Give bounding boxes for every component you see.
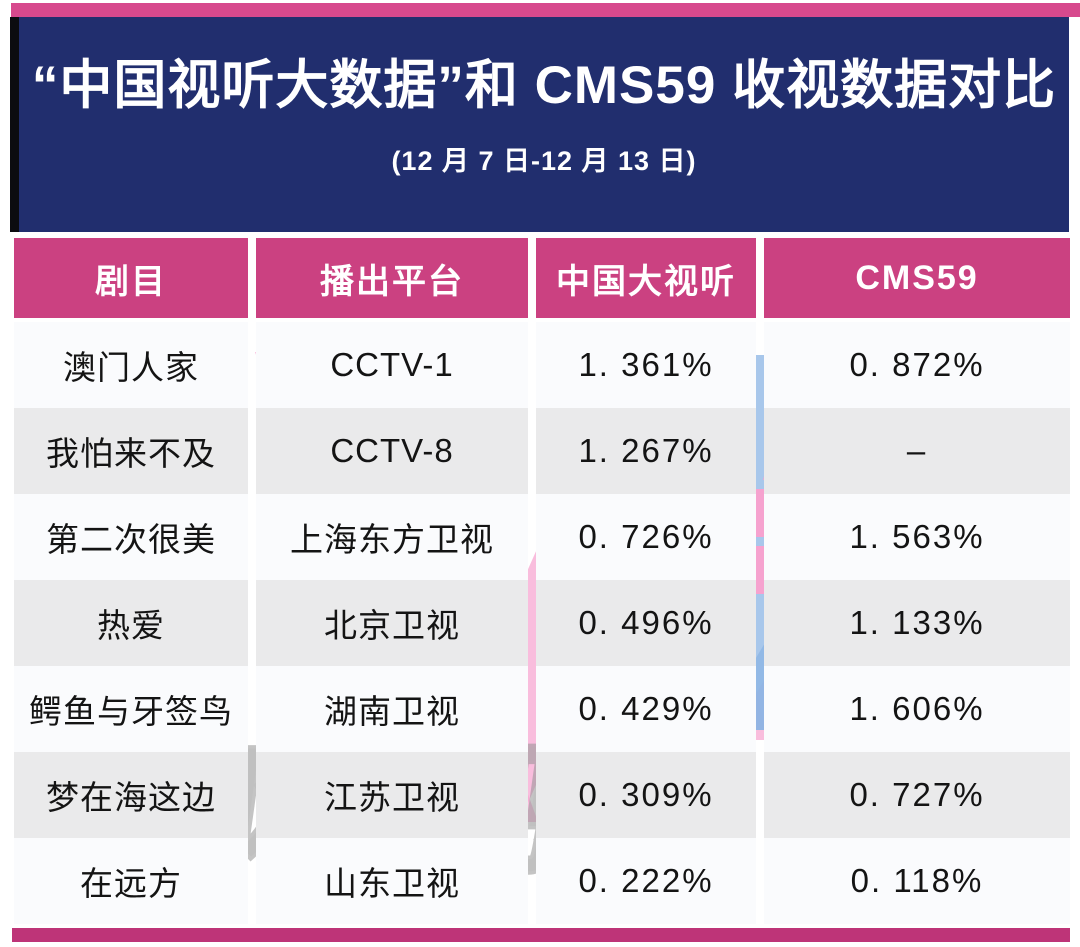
cell-cms59: 1. 606%	[764, 666, 1070, 752]
title-banner: “中国视听大数据”和 CMS59 收视数据对比 (12 月 7 日-12 月 1…	[10, 17, 1069, 232]
cell-cms59: 0. 727%	[764, 752, 1070, 838]
cell-platform: 北京卫视	[256, 580, 528, 666]
cell-cms59: –	[764, 408, 1070, 494]
cell-drama: 梦在海这边	[14, 752, 248, 838]
table-row: 澳门人家 CCTV-1 1. 361% 0. 872%	[14, 322, 1070, 408]
cell-drama: 鳄鱼与牙签鸟	[14, 666, 248, 752]
table-row: 热爱 北京卫视 0. 496% 1. 133%	[14, 580, 1070, 666]
cell-platform: 山东卫视	[256, 838, 528, 924]
bottom-accent-bar	[12, 928, 1070, 942]
cell-drama: 我怕来不及	[14, 408, 248, 494]
cell-csm-big-data: 0. 496%	[536, 580, 756, 666]
table-header-row: 剧目 播出平台 中国大视听 CMS59	[14, 238, 1070, 318]
table-body: 澳门人家 CCTV-1 1. 361% 0. 872% 我怕来不及 CCTV-8 1. 26…	[14, 322, 1070, 924]
column-header-csm-big-data: 中国大视听	[536, 238, 756, 318]
page-title: “中国视听大数据”和 CMS59 收视数据对比	[31, 56, 1057, 115]
top-accent-bar	[11, 3, 1080, 17]
cell-cms59: 1. 133%	[764, 580, 1070, 666]
column-header-drama: 剧目	[14, 238, 248, 318]
cell-platform: CCTV-8	[256, 408, 528, 494]
column-header-platform: 播出平台	[256, 238, 528, 318]
cell-drama: 热爱	[14, 580, 248, 666]
cell-cms59: 1. 563%	[764, 494, 1070, 580]
table-row: 鳄鱼与牙签鸟 湖南卫视 0. 429% 1. 606%	[14, 666, 1070, 752]
table-row: 在远方 山东卫视 0. 222% 0. 118%	[14, 838, 1070, 924]
table-row: 第二次很美 上海东方卫视 0. 726% 1. 563%	[14, 494, 1070, 580]
date-range-subtitle: (12 月 7 日-12 月 13 日)	[391, 146, 697, 177]
cell-drama: 澳门人家	[14, 322, 248, 408]
column-header-cms59: CMS59	[764, 238, 1070, 318]
cell-csm-big-data: 0. 222%	[536, 838, 756, 924]
ratings-table: 剧目 播出平台 中国大视听 CMS59 澳门人家 CCTV-1 1. 361% 0. …	[14, 238, 1070, 924]
cell-csm-big-data: 0. 726%	[536, 494, 756, 580]
table-row: 梦在海这边 江苏卫视 0. 309% 0. 727%	[14, 752, 1070, 838]
cell-csm-big-data: 1. 361%	[536, 322, 756, 408]
cell-cms59: 0. 872%	[764, 322, 1070, 408]
cell-platform: 江苏卫视	[256, 752, 528, 838]
cell-platform: 湖南卫视	[256, 666, 528, 752]
cell-csm-big-data: 1. 267%	[536, 408, 756, 494]
table-row: 我怕来不及 CCTV-8 1. 267% –	[14, 408, 1070, 494]
cell-csm-big-data: 0. 429%	[536, 666, 756, 752]
cell-csm-big-data: 0. 309%	[536, 752, 756, 838]
cell-platform: 上海东方卫视	[256, 494, 528, 580]
cell-drama: 第二次很美	[14, 494, 248, 580]
cell-cms59: 0. 118%	[764, 838, 1070, 924]
cell-platform: CCTV-1	[256, 322, 528, 408]
cell-drama: 在远方	[14, 838, 248, 924]
